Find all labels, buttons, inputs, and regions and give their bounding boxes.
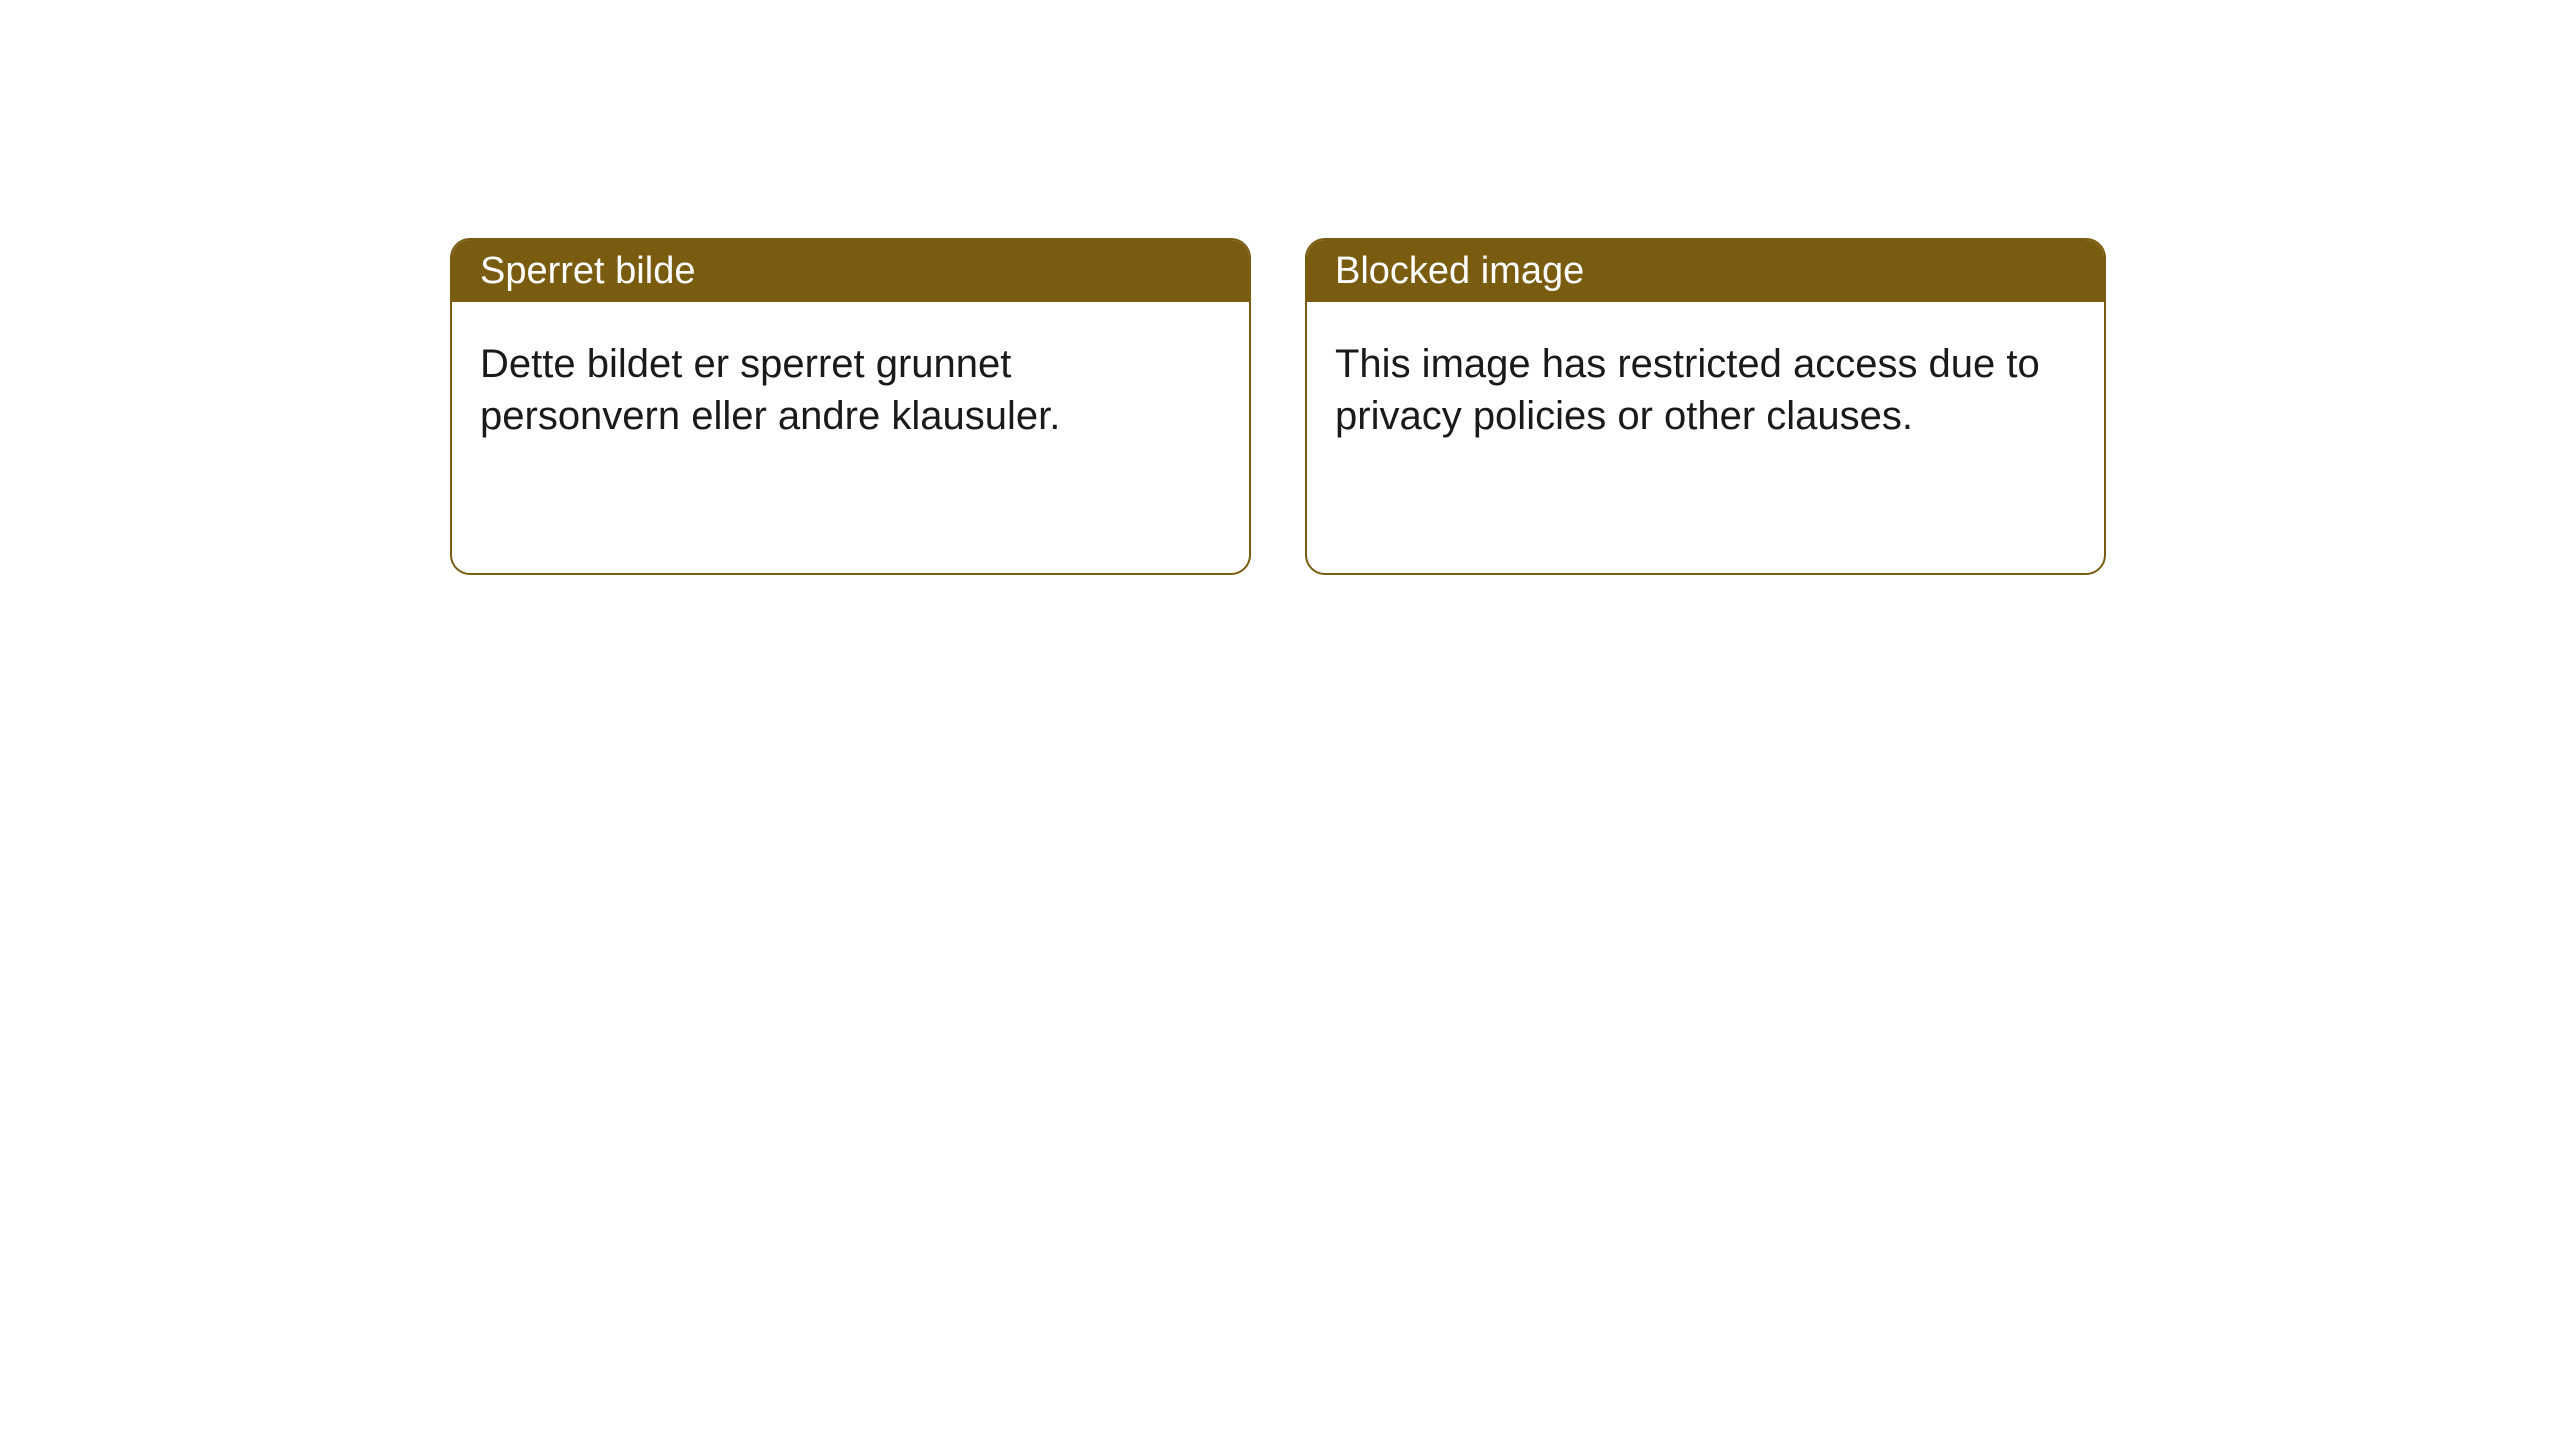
notice-body-text: This image has restricted access due to … <box>1335 342 2040 438</box>
notice-title: Sperret bilde <box>480 250 695 293</box>
notice-card-header: Sperret bilde <box>452 240 1249 302</box>
notice-card-body: This image has restricted access due to … <box>1307 302 2104 478</box>
notice-card-norwegian: Sperret bilde Dette bildet er sperret gr… <box>450 238 1251 575</box>
notice-container: Sperret bilde Dette bildet er sperret gr… <box>0 0 2560 575</box>
notice-body-text: Dette bildet er sperret grunnet personve… <box>480 342 1060 438</box>
notice-card-english: Blocked image This image has restricted … <box>1305 238 2106 575</box>
notice-card-header: Blocked image <box>1307 240 2104 302</box>
notice-card-body: Dette bildet er sperret grunnet personve… <box>452 302 1249 478</box>
notice-title: Blocked image <box>1335 250 1584 293</box>
